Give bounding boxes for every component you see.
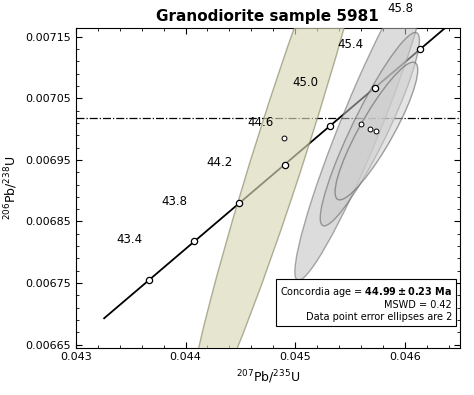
Text: 45.0: 45.0 bbox=[292, 76, 319, 89]
Text: 44.6: 44.6 bbox=[247, 116, 273, 129]
Ellipse shape bbox=[320, 32, 419, 226]
Text: 45.8: 45.8 bbox=[387, 2, 413, 15]
Text: 44.2: 44.2 bbox=[207, 156, 233, 169]
Ellipse shape bbox=[295, 0, 427, 280]
Text: 43.4: 43.4 bbox=[117, 233, 143, 246]
Text: 43.8: 43.8 bbox=[162, 195, 188, 207]
Y-axis label: $^{206}$Pb/$^{238}$U: $^{206}$Pb/$^{238}$U bbox=[2, 156, 20, 220]
Text: 45.4: 45.4 bbox=[338, 38, 364, 51]
Ellipse shape bbox=[185, 0, 384, 395]
Text: Concordia age = $\mathbf{44.99 \pm 0.23\ Ma}$
MSWD = 0.42
Data point error ellip: Concordia age = $\mathbf{44.99 \pm 0.23\… bbox=[280, 285, 452, 322]
Ellipse shape bbox=[335, 62, 418, 200]
X-axis label: $^{207}$Pb/$^{235}$U: $^{207}$Pb/$^{235}$U bbox=[236, 368, 300, 386]
Title: Granodiorite sample 5981: Granodiorite sample 5981 bbox=[156, 9, 379, 24]
